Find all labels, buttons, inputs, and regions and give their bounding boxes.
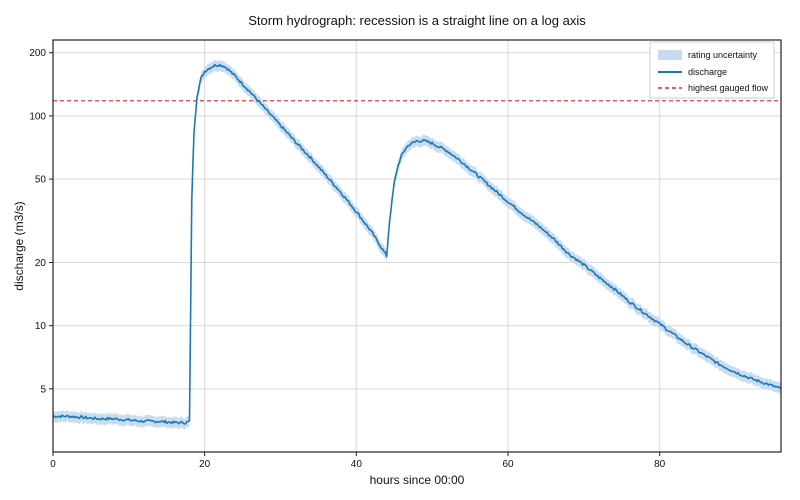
uncertainty-band-layer: [53, 59, 781, 430]
y-tick-label: 50: [35, 175, 47, 186]
x-axis-ticks: 0 20 40 60 80: [50, 452, 666, 470]
y-axis-label: discharge (m3/s): [12, 201, 26, 290]
legend: rating uncertainty discharge highest gau…: [649, 41, 775, 99]
y-axis-ticks: 5 10 20 50 100 200: [29, 48, 53, 395]
legend-swatch-uncertainty: [658, 50, 682, 60]
legend-label-uncertainty: rating uncertainty: [688, 50, 758, 60]
y-tick-label: 10: [35, 321, 47, 332]
x-tick-label: 40: [351, 459, 363, 470]
x-tick-label: 20: [199, 459, 211, 470]
grid-lines: [52, 40, 781, 452]
x-tick-label: 80: [654, 459, 666, 470]
y-tick-label: 100: [29, 111, 46, 122]
discharge-line-layer: [52, 63, 782, 425]
x-axis-label: hours since 00:00: [370, 473, 465, 487]
legend-label-discharge: discharge: [688, 67, 727, 77]
y-tick-label: 5: [40, 384, 46, 395]
chart-title: Storm hydrograph: recession is a straigh…: [248, 13, 586, 28]
legend-label-highest-gauged: highest gauged flow: [688, 83, 769, 93]
y-tick-label: 200: [29, 48, 46, 59]
uncertainty-band: [53, 59, 781, 430]
x-tick-label: 60: [502, 459, 514, 470]
x-tick-label: 0: [50, 459, 56, 470]
y-tick-label: 20: [35, 258, 47, 269]
discharge-line: [52, 63, 782, 425]
plot-frame: [52, 39, 782, 453]
